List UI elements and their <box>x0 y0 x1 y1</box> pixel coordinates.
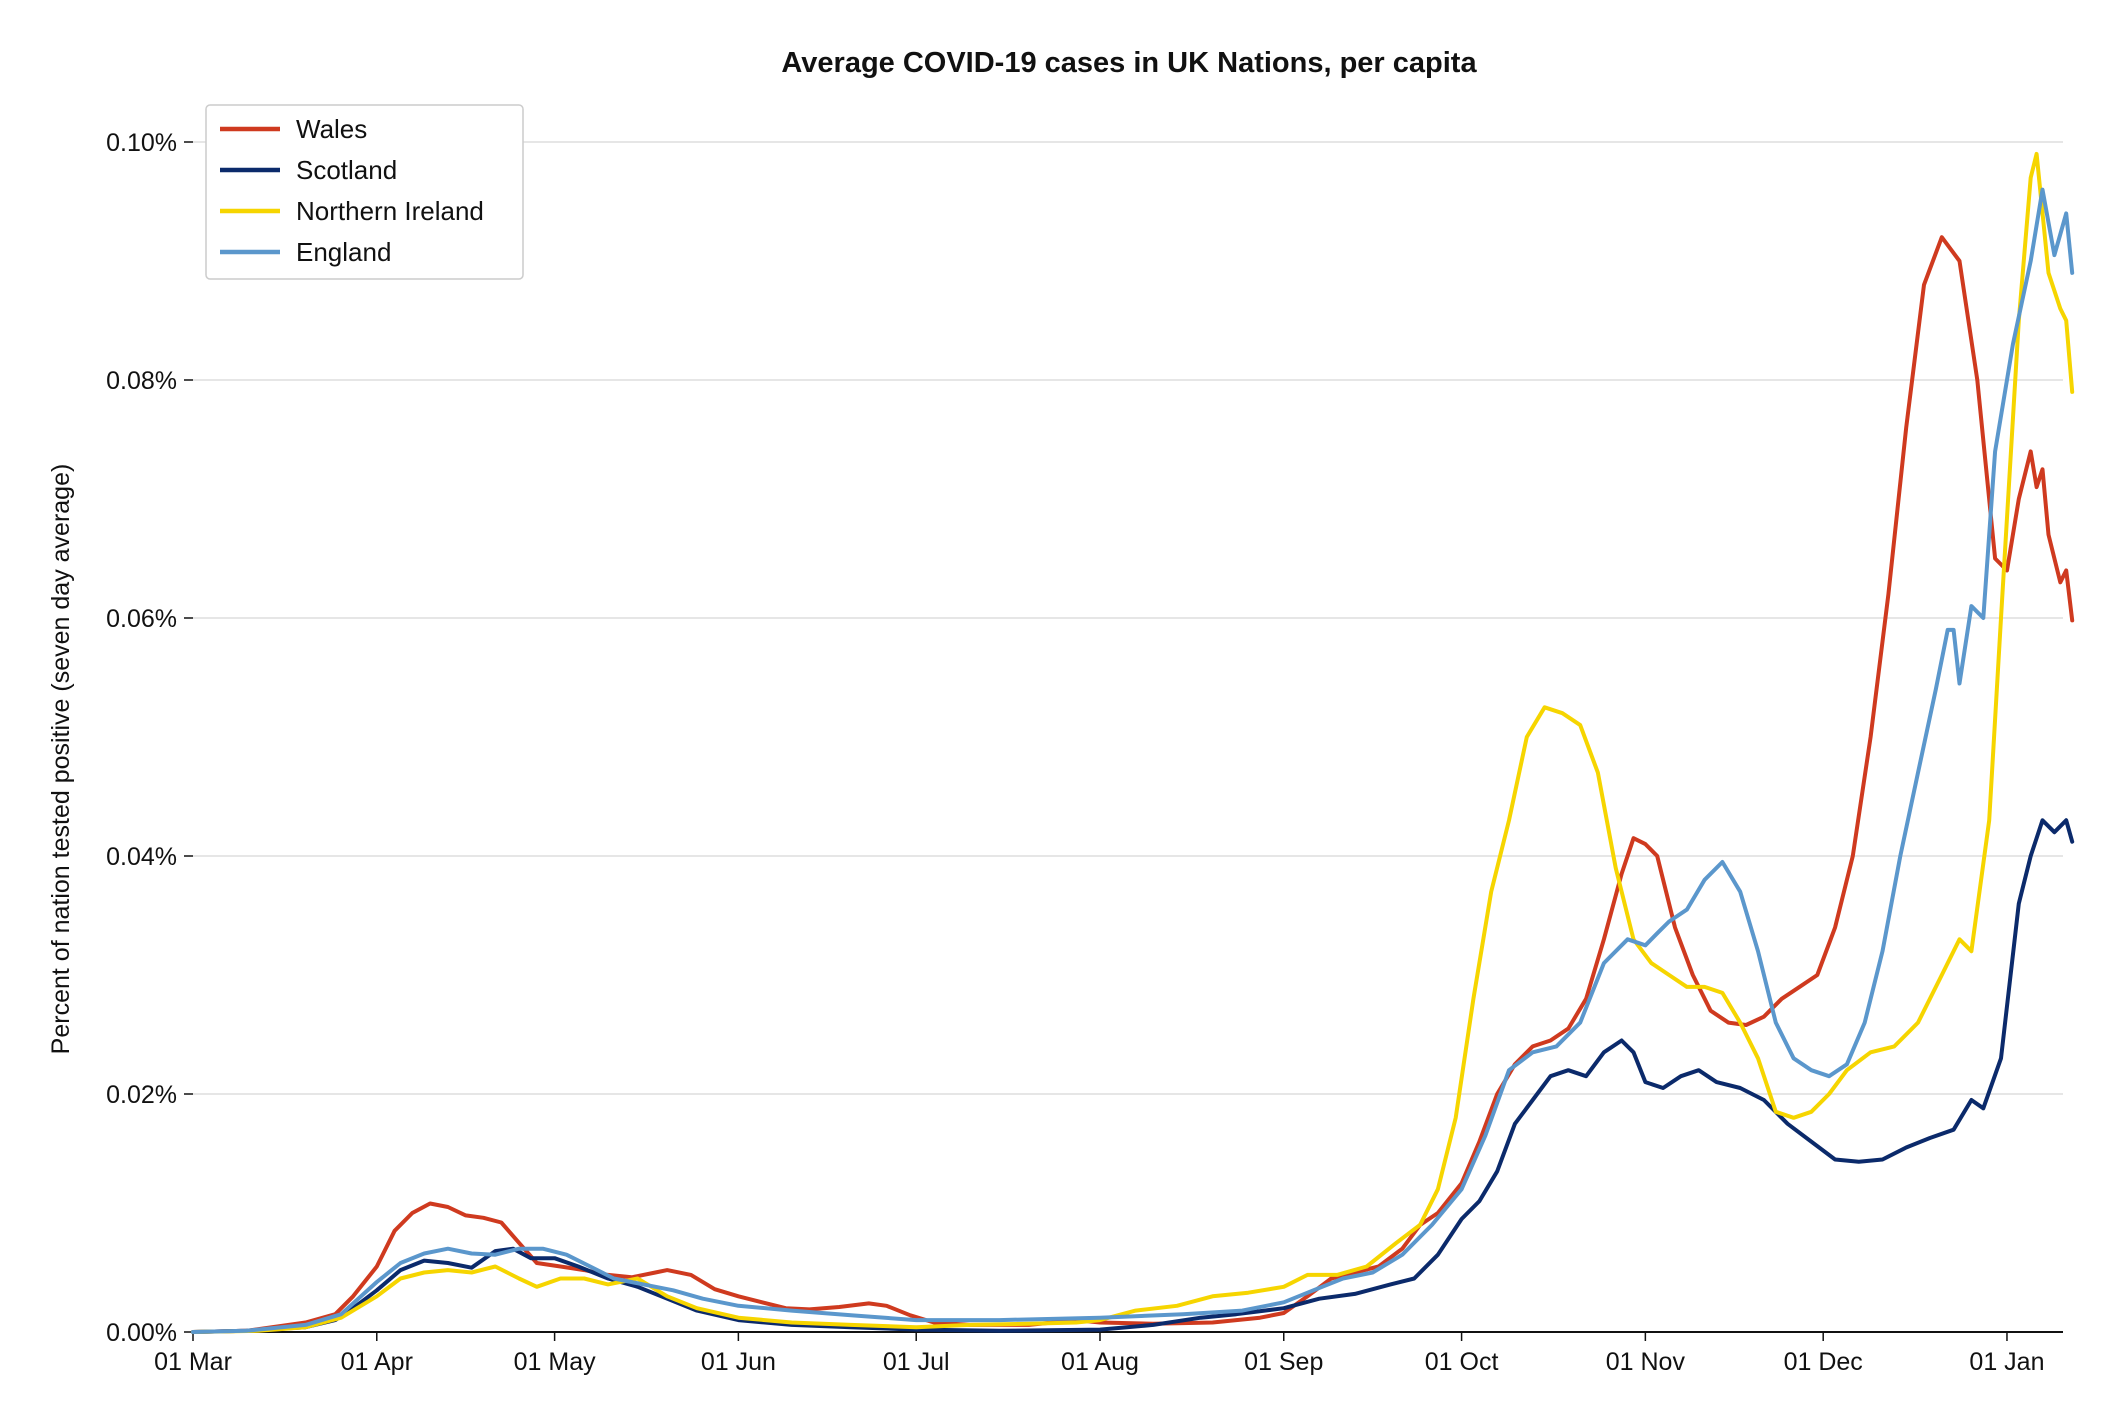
series-lines <box>191 151 2075 1334</box>
x-tick-label: 01 Jul <box>883 1348 950 1376</box>
x-tick-label: 01 Aug <box>1061 1348 1139 1376</box>
series-line-england <box>191 187 2075 1334</box>
x-tick-label: 01 Mar <box>154 1348 232 1376</box>
x-axis: 01 Mar 01 Apr 01 May 01 Jun 01 Jul 01 Aug 01 S… <box>154 1331 2063 1376</box>
series-line-northern-ireland <box>191 151 2075 1334</box>
y-tick-label: 0.06% <box>106 605 177 633</box>
legend-label: Northern Ireland <box>296 196 484 226</box>
x-tick-label: 01 Apr <box>341 1348 413 1376</box>
legend-label: Wales <box>296 114 367 144</box>
chart-title: Average COVID-19 cases in UK Nations, pe… <box>781 47 1477 79</box>
y-tick-label: 0.00% <box>106 1319 177 1347</box>
legend-box <box>205 104 524 280</box>
legend: Wales Scotland Northern Ireland England <box>205 104 524 280</box>
legend-label: England <box>296 237 391 267</box>
x-tick-label: 01 Jun <box>701 1348 776 1376</box>
y-tick-label: 0.10% <box>106 129 177 157</box>
x-tick-label: 01 Dec <box>1784 1348 1863 1376</box>
x-tick-label: 01 Nov <box>1606 1348 1686 1376</box>
x-tick-label: 01 Sep <box>1244 1348 1323 1376</box>
y-tick-label: 0.04% <box>106 843 177 871</box>
y-tick-label: 0.02% <box>106 1081 177 1109</box>
series-line-scotland <box>191 818 2075 1334</box>
y-axis-label: Percent of nation tested positive (seven… <box>47 464 75 1055</box>
legend-label: Scotland <box>296 155 397 185</box>
x-tick-label: 01 Jan <box>1969 1348 2044 1376</box>
y-axis: 0.00% 0.02% 0.04% 0.06% 0.08% 0.10% <box>106 129 193 1347</box>
gridlines <box>193 141 2063 1095</box>
x-tick-label: 01 May <box>514 1348 596 1376</box>
y-tick-label: 0.08% <box>106 367 177 395</box>
x-tick-label: 01 Oct <box>1425 1348 1499 1376</box>
series-line-wales <box>191 235 2075 1334</box>
